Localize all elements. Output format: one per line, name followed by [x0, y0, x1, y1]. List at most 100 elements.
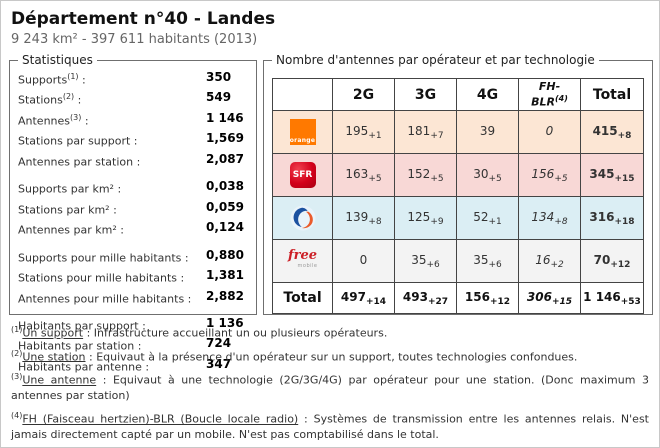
footnote-2-text: : Equivaut à la présence d'un opérateur … [85, 350, 578, 364]
cell-free-fhblr: 16+2 [518, 239, 581, 283]
footnote-2: (2)Une station : Equivaut à la présence … [11, 346, 649, 365]
cell-sfr-2g: 163+5 [332, 153, 395, 197]
footnote-1: (1)Un support : Infrastructure accueilla… [11, 322, 649, 341]
cell-total-total: 1 146+53 [580, 282, 644, 314]
stat-row-supports: Supports(1) : 350 [18, 69, 248, 89]
stat-label: Habitants par support : [18, 319, 146, 333]
stat-row-hab-par-antenne: Habitants par antenne : 347 [18, 356, 248, 376]
cell-bouygues-4g: 52+1 [456, 196, 519, 240]
footnote-3-term-link[interactable]: Une antenne [22, 373, 97, 387]
statistics-panel: Statistiques Supports(1) : 350 Stations(… [9, 53, 257, 374]
col-header-4g: 4G [456, 78, 519, 111]
stat-row-hab-par-station: Habitants par station : 724 [18, 335, 248, 355]
stat-value: 2,882 [206, 288, 244, 303]
col-header-fh-blr: FH- BLR(4) [518, 78, 581, 111]
orange-logo: orange [289, 119, 316, 145]
row-bouygues: 139+8 125+9 52+1 134+8 316+18 [272, 196, 644, 240]
cell-free-4g: 35+6 [456, 239, 519, 283]
stat-label: Antennes par station : [18, 155, 141, 169]
footnote-4-term-link[interactable]: FH (Faisceau hertzien)-BLR (Boucle local… [22, 412, 299, 426]
stat-value: 1,381 [206, 268, 244, 283]
panels: Statistiques Supports(1) : 350 Stations(… [9, 53, 653, 374]
cell-total-3g: 493+27 [394, 282, 457, 314]
row-orange: orange 195+1 181+7 39 0 415+8 [272, 110, 644, 154]
cell-orange-4g: 39 [456, 110, 519, 154]
page-subtitle: 9 243 km² - 397 611 habitants (2013) [11, 32, 258, 47]
stat-value: 0,059 [206, 199, 244, 214]
col-header-total: Total [580, 78, 644, 111]
stat-label: Habitants par station : [18, 340, 142, 354]
cell-sfr-fhblr: 156+5 [518, 153, 581, 197]
row-free: free mobile 0 35+6 35+6 16+2 70+12 [272, 239, 644, 283]
orange-logo-cell: orange [272, 110, 333, 154]
cell-free-2g: 0 [332, 239, 395, 283]
cell-orange-total: 415+8 [580, 110, 644, 154]
stat-row-supports-km2: Supports par km² : 0,038 [18, 178, 248, 198]
total-row-label: Total [272, 282, 333, 314]
footnote-3: (3)Une antenne : Equivaut à une technolo… [11, 369, 649, 403]
footnotes: (1)Un support : Infrastructure accueilla… [11, 322, 649, 442]
footnote-4-sup: (4) [11, 410, 23, 420]
free-mobile-logo: free mobile [288, 248, 318, 269]
corner-cell [272, 78, 333, 111]
stat-label: Supports pour mille habitants : [18, 251, 189, 265]
footnote-1-term-link[interactable]: Un support [22, 326, 84, 340]
antenna-table: 2G 3G 4G FH- BLR(4) Total orange 195+1 1… [272, 78, 644, 314]
footnote-4: (4)FH (Faisceau hertzien)-BLR (Boucle lo… [11, 408, 649, 442]
stat-label: Antennes pour mille habitants : [18, 292, 192, 306]
stat-label: Habitants par antenne : [18, 360, 150, 374]
stat-value: 1,569 [206, 131, 244, 146]
stat-value: 724 [206, 336, 232, 351]
cell-total-fhblr: 306+15 [518, 282, 581, 314]
stat-label: Stations par support : [18, 135, 138, 149]
antennas-legend: Nombre d'antennes par opérateur et par t… [276, 53, 595, 67]
footnote-3-sup: (3) [11, 372, 23, 382]
antennas-panel: Nombre d'antennes par opérateur et par t… [263, 53, 653, 315]
cell-bouygues-2g: 139+8 [332, 196, 395, 240]
cell-free-total: 70+12 [580, 239, 644, 283]
stat-value: 1 146 [206, 110, 244, 125]
cell-sfr-4g: 30+5 [456, 153, 519, 197]
cell-free-3g: 35+6 [394, 239, 457, 283]
stat-row-stations-par-support: Stations par support : 1,569 [18, 130, 248, 150]
stat-label: Supports(1) : [18, 72, 86, 87]
stat-label: Supports par km² : [18, 182, 122, 196]
cell-sfr-total: 345+15 [580, 153, 644, 197]
stat-value: 350 [206, 70, 232, 84]
stat-value: 1 136 [206, 315, 244, 330]
footnote-3-text: : Equivaut à une technologie (2G/3G/4G) … [11, 373, 649, 402]
cell-orange-3g: 181+7 [394, 110, 457, 154]
page-title: Département n°40 - Landes [11, 9, 276, 29]
stat-label: Stations(2) : [18, 92, 82, 108]
stat-value: 347 [206, 356, 232, 371]
table-header-row: 2G 3G 4G FH- BLR(4) Total [272, 78, 644, 111]
cell-bouygues-total: 316+18 [580, 196, 644, 240]
stat-row-antennes-par-station: Antennes par station : 2,087 [18, 151, 248, 171]
sfr-logo: SFR [289, 162, 316, 188]
stat-row-stations: Stations(2) : 549 [18, 89, 248, 109]
stat-row-stations-mille-hab: Stations pour mille habitants : 1,381 [18, 267, 248, 287]
stat-row-supports-mille-hab: Supports pour mille habitants : 0,880 [18, 247, 248, 267]
cell-bouygues-3g: 125+9 [394, 196, 457, 240]
stat-label: Stations pour mille habitants : [18, 271, 185, 285]
stat-row-stations-km2: Stations par km² : 0,059 [18, 199, 248, 219]
free-logo-cell: free mobile [272, 239, 333, 283]
row-sfr: SFR 163+5 152+5 30+5 156+5 345+15 [272, 153, 644, 197]
bouygues-logo-cell [272, 196, 333, 240]
cell-total-4g: 156+12 [456, 282, 519, 314]
stat-value: 0,880 [206, 247, 244, 262]
footnote-1-sup: (1) [11, 325, 23, 334]
row-total: Total 497+14 493+27 156+12 306+15 1 146+… [272, 282, 644, 314]
statistics-legend: Statistiques [22, 53, 93, 67]
footnote-2-term-link[interactable]: Une station [22, 350, 86, 364]
col-header-2g: 2G [332, 78, 395, 111]
stat-value: 0,124 [206, 220, 244, 235]
footnote-4-text: : Systèmes de transmission entre les ant… [11, 412, 649, 441]
stat-label: Stations par km² : [18, 203, 117, 217]
stat-value: 549 [206, 90, 232, 105]
stat-row-antennes-km2: Antennes par km² : 0,124 [18, 219, 248, 239]
footnote-2-sup: (2) [11, 348, 23, 358]
cell-orange-2g: 195+1 [332, 110, 395, 154]
stat-row-antennes-mille-hab: Antennes pour mille habitants : 2,882 [18, 288, 248, 308]
